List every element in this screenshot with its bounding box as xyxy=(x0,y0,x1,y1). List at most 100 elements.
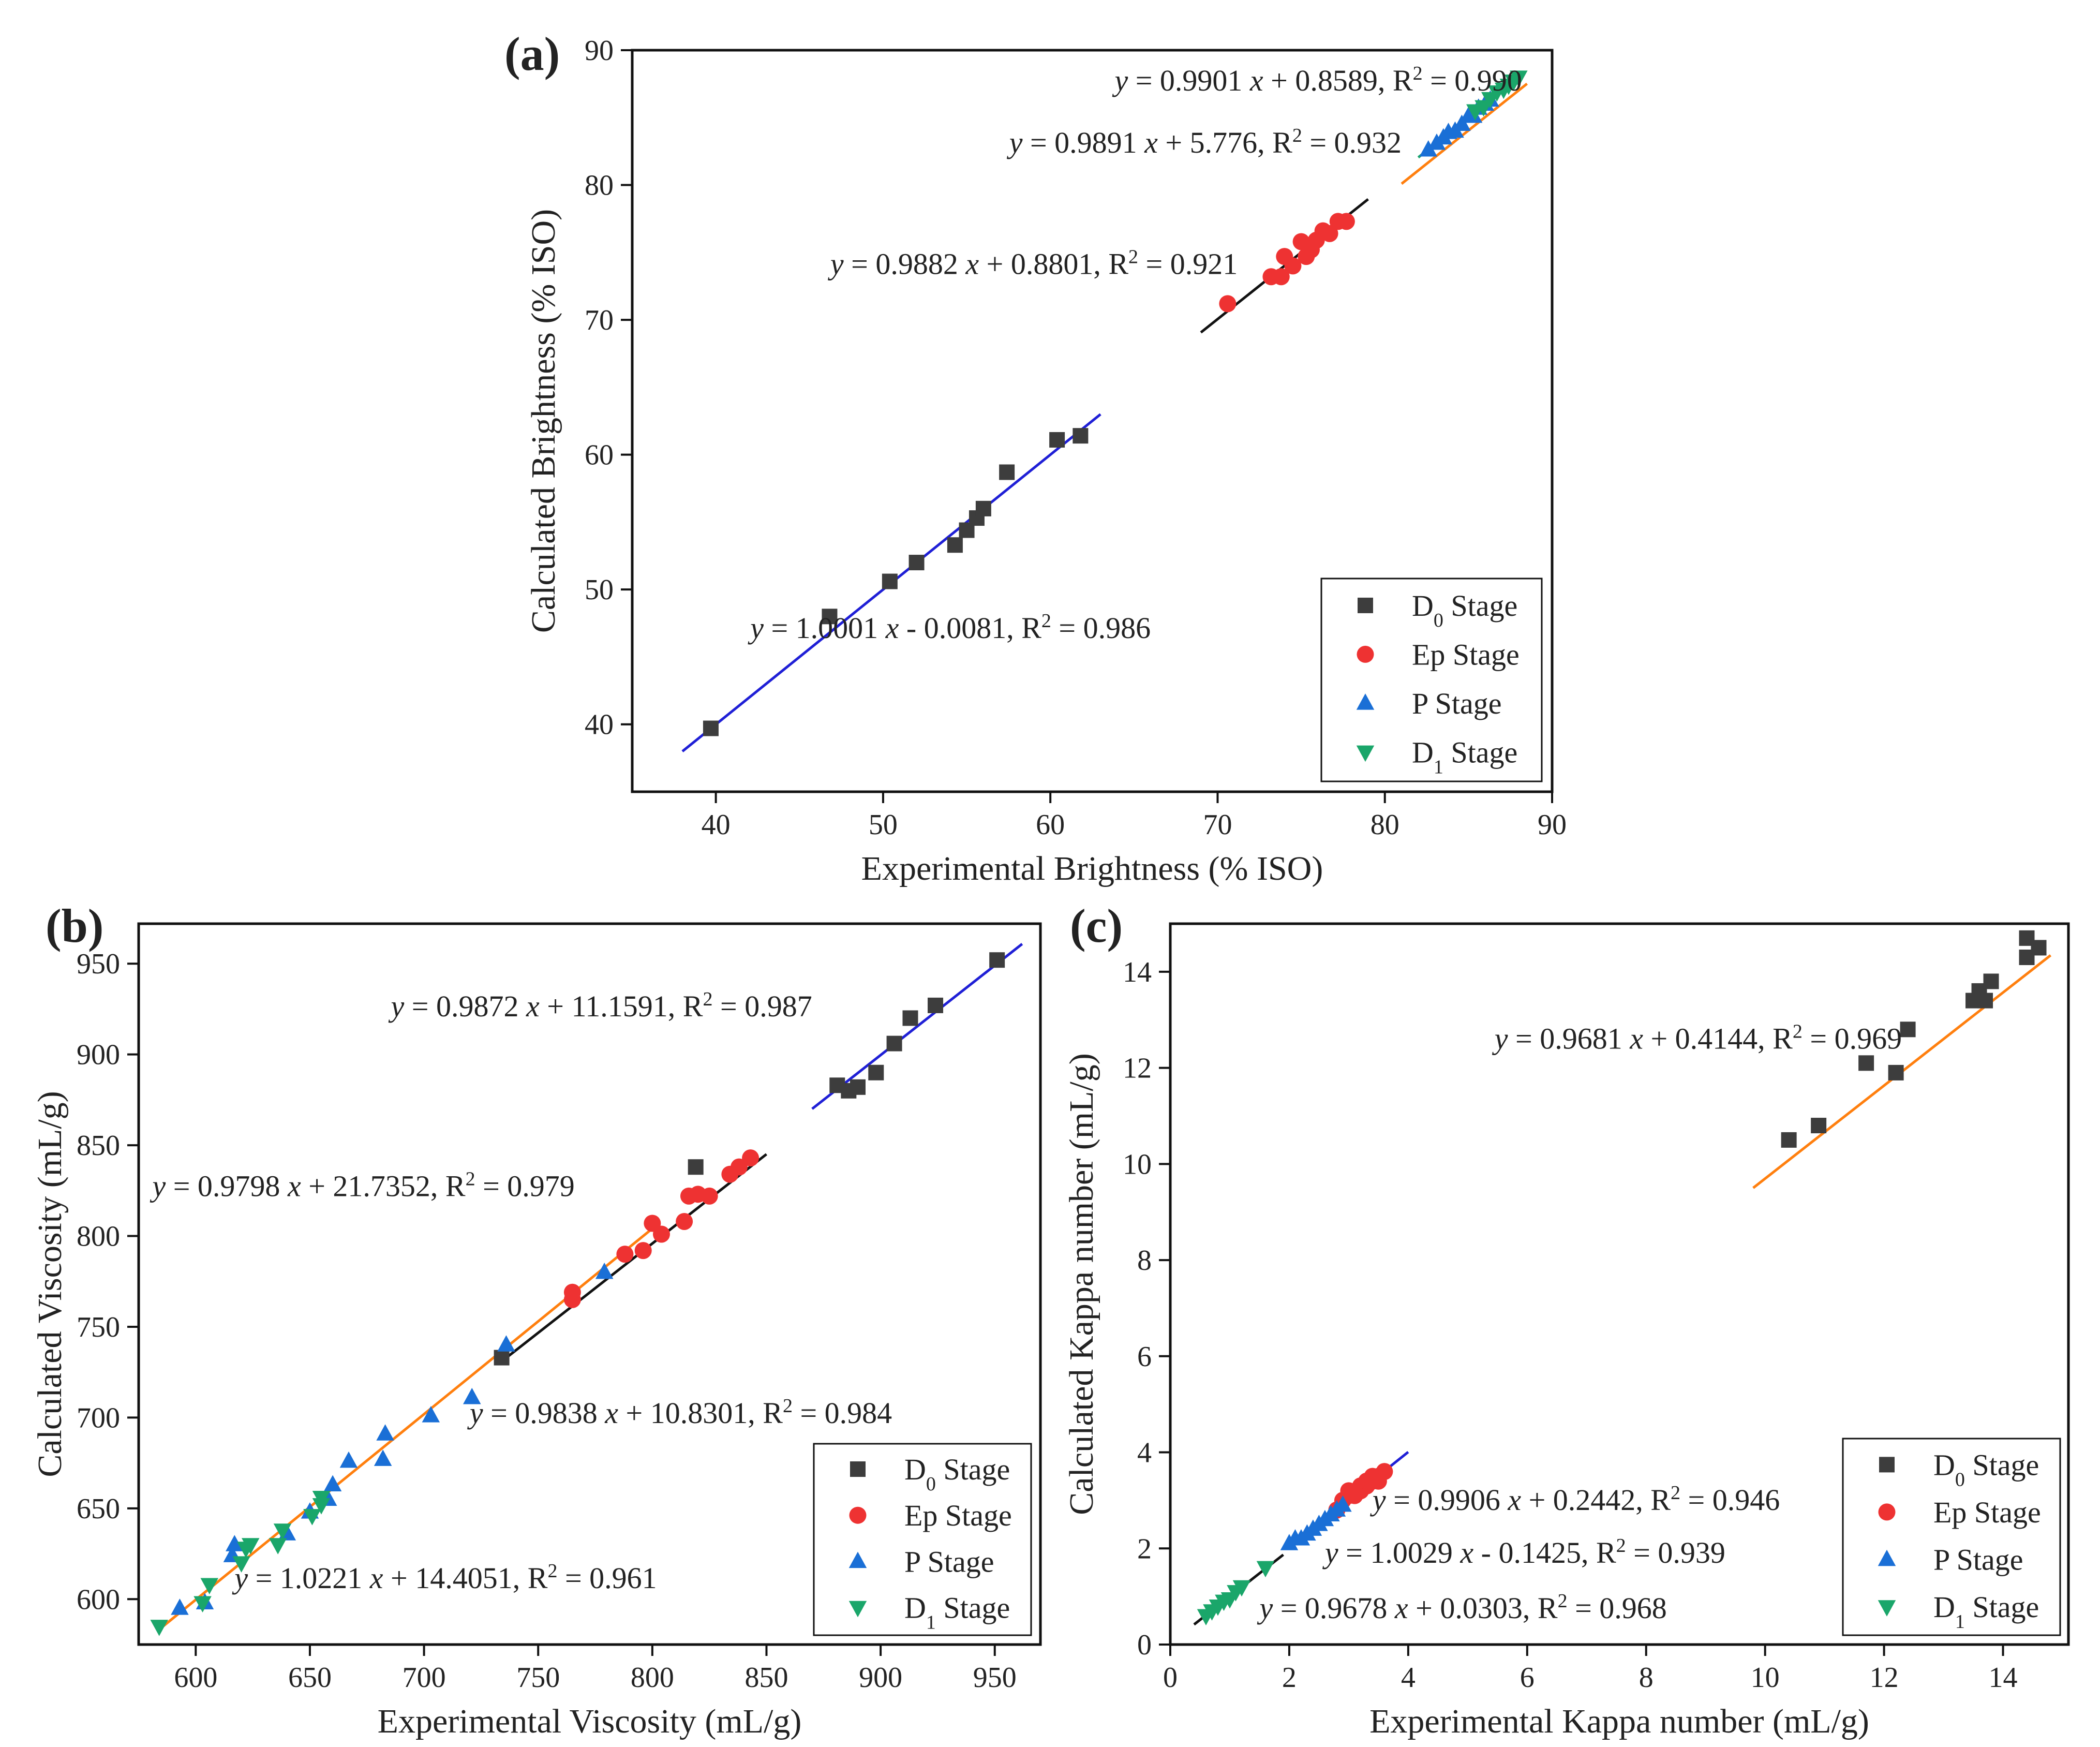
legend-text: Stage xyxy=(936,1453,1010,1486)
data-point xyxy=(928,997,944,1013)
series-d0-stage xyxy=(494,952,1005,1366)
data-point xyxy=(868,1064,884,1080)
data-point xyxy=(634,1242,652,1260)
fit-line xyxy=(811,943,1023,1110)
legend-text: P Stage xyxy=(904,1545,994,1578)
x-tick-label: 70 xyxy=(1203,809,1232,841)
y-tick-label: 50 xyxy=(585,574,614,606)
legend-label: P Stage xyxy=(1933,1543,2023,1576)
data-point xyxy=(595,1262,614,1279)
y-tick-label: 40 xyxy=(585,709,614,741)
data-point xyxy=(1376,1463,1393,1480)
plot-frame xyxy=(1169,922,2070,1646)
y-tick-label: 750 xyxy=(77,1311,120,1343)
plot-frame xyxy=(137,922,1042,1646)
eq-text: + 0.8589, R xyxy=(1263,64,1413,97)
x-tick-label: 60 xyxy=(1036,809,1065,841)
legend-sub: 0 xyxy=(1955,1469,1965,1490)
data-point xyxy=(376,1424,394,1441)
legend-marker xyxy=(1879,1457,1895,1473)
data-point xyxy=(688,1159,704,1175)
x-tick-label: 14 xyxy=(1989,1662,2018,1694)
eq-sup: 2 xyxy=(1041,610,1051,632)
panel-b: 600 650 700 750 800 850 900 950 600 650 700 750 800 8… xyxy=(31,899,1042,1740)
data-point xyxy=(193,1596,212,1613)
eq-x: x xyxy=(885,611,899,645)
fit-equation: y = 0.9678 x + 0.0303, R2 = 0.968 xyxy=(1257,1590,1666,1625)
data-point xyxy=(1334,1495,1352,1512)
eq-text: = 0.987 xyxy=(713,989,812,1023)
eq-text: + 0.2442, R xyxy=(1521,1483,1671,1517)
eq-text: = 0.9872 xyxy=(404,989,526,1023)
legend-marker xyxy=(1878,1600,1896,1617)
eq-text: = 0.9678 xyxy=(1273,1591,1395,1625)
x-tick-label: 8 xyxy=(1639,1662,1654,1694)
eq-sup: 2 xyxy=(703,988,713,1010)
eq-y: y xyxy=(389,989,405,1023)
eq-y: y xyxy=(748,611,764,645)
series-ep-stage xyxy=(1219,213,1355,313)
panel-label: (b) xyxy=(46,899,103,952)
fit-equation: y = 0.9872 x + 11.1591, R2 = 0.987 xyxy=(389,988,812,1023)
x-tick-label: 600 xyxy=(174,1662,217,1694)
x-tick-label: 10 xyxy=(1751,1662,1780,1694)
data-point xyxy=(703,720,719,736)
eq-x: x xyxy=(1507,1483,1521,1517)
eq-x: x xyxy=(369,1561,383,1595)
fit-equation: y = 0.9891 x + 5.776, R2 = 0.932 xyxy=(1007,125,1402,159)
legend-label: D0 Stage xyxy=(1933,1448,2039,1490)
legend-label: D1 Stage xyxy=(1412,735,1517,778)
y-tick-label: 70 xyxy=(585,304,614,336)
data-point xyxy=(850,1079,866,1095)
eq-x: x xyxy=(526,989,540,1023)
data-point xyxy=(232,1556,250,1573)
legend-marker xyxy=(1358,597,1373,613)
data-point xyxy=(1977,993,1993,1009)
data-point xyxy=(273,1523,292,1540)
legend-sub: 0 xyxy=(1434,610,1443,631)
data-point xyxy=(1811,1118,1827,1134)
x-tick-label: 80 xyxy=(1371,809,1399,841)
legend-sub: 0 xyxy=(926,1473,936,1495)
eq-text: + 10.8301, R xyxy=(618,1396,783,1430)
data-point xyxy=(1284,257,1302,275)
eq-text: = 0.986 xyxy=(1051,611,1151,645)
eq-sup: 2 xyxy=(547,1560,557,1582)
series-d1-stage xyxy=(1466,70,1528,121)
eq-text: = 0.9838 xyxy=(483,1396,605,1430)
x-tick-label: 12 xyxy=(1870,1662,1899,1694)
legend-sub: 1 xyxy=(1955,1611,1965,1633)
y-tick-label: 12 xyxy=(1123,1053,1152,1085)
y-tick-label: 2 xyxy=(1137,1533,1152,1565)
fit-equation: y = 0.9681 x + 0.4144, R2 = 0.969 xyxy=(1492,1020,1902,1055)
data-point xyxy=(989,952,1005,968)
x-tick-label: 900 xyxy=(859,1662,902,1694)
data-point xyxy=(150,1620,168,1636)
series-ep-stage xyxy=(563,1149,759,1308)
data-point xyxy=(1232,1580,1251,1597)
data-point xyxy=(1256,1561,1275,1578)
data-point xyxy=(902,1010,918,1026)
data-point xyxy=(339,1451,358,1468)
eq-text: = 0.990 xyxy=(1423,64,1522,97)
y-axis-label: Calculated Viscosity (mL/g) xyxy=(31,1091,69,1477)
legend-text: Ep Stage xyxy=(1412,638,1520,671)
eq-y: y xyxy=(1370,1483,1386,1517)
x-tick-label: 800 xyxy=(631,1662,674,1694)
eq-sup: 2 xyxy=(1292,125,1302,146)
data-point xyxy=(303,1509,321,1526)
y-tick-label: 900 xyxy=(77,1039,120,1071)
eq-y: y xyxy=(1257,1591,1273,1625)
legend-label: D1 Stage xyxy=(1933,1590,2039,1633)
legend-marker xyxy=(849,1506,867,1524)
y-tick-label: 6 xyxy=(1137,1341,1152,1373)
eq-sup: 2 xyxy=(1413,63,1423,84)
eq-text: = 0.969 xyxy=(1803,1021,1902,1055)
legend-marker xyxy=(1357,645,1374,663)
data-point xyxy=(269,1538,287,1554)
eq-text: - 0.0081, R xyxy=(899,611,1041,645)
eq-text: + 14.4051, R xyxy=(383,1561,548,1595)
